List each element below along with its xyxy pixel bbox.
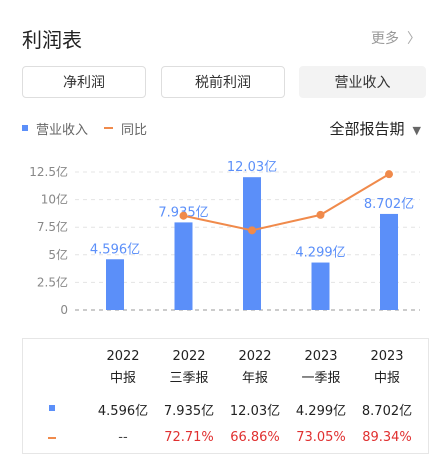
table-cell: 8.702亿 [361, 404, 413, 419]
period-label: 全部报告期 [329, 120, 405, 138]
table-cell: 4.596亿 [97, 404, 149, 419]
table-cell: 12.03亿 [229, 404, 281, 419]
more-label: 更多 [371, 31, 399, 47]
col-header-year: 2022 [106, 349, 140, 364]
chevron-right-icon: 〉 [407, 31, 421, 47]
revenue-chart: 12.5亿10亿7.5亿5亿2.5亿04.596亿7.935亿12.03亿4.2… [29, 160, 420, 317]
bar [174, 222, 193, 310]
y-tick-label: 10亿 [41, 192, 68, 207]
bar [311, 262, 330, 310]
chart-legend: 营业收入 同比 [22, 118, 147, 138]
revenue-row-marker [37, 400, 67, 415]
bar-value-label: 4.596亿 [90, 242, 140, 257]
more-link[interactable]: 更多〉 [371, 28, 421, 48]
col-header-period: 一季报 [301, 371, 341, 386]
bar [380, 213, 398, 310]
col-header-period: 三季报 [169, 371, 209, 386]
revenue-square-icon [49, 405, 55, 411]
page-title: 利润表 [22, 28, 82, 52]
table-cell: 7.935亿 [163, 404, 215, 419]
table-cell: 73.05% [296, 430, 346, 445]
bar-value-label: 8.702亿 [364, 197, 414, 212]
header: 利润表 更多〉 [0, 0, 435, 62]
metric-tabs: 净利润 税前利润 营业收入 [22, 66, 426, 100]
table-row-revenue: 4.596亿 7.935亿 12.03亿 4.299亿 8.702亿 [23, 397, 428, 421]
legend-yoy: 同比 [121, 122, 148, 138]
col-header-year: 2023 [370, 349, 404, 364]
col-header-period: 中报 [373, 371, 400, 386]
revenue-legend-swatch [22, 125, 28, 131]
yoy-legend-swatch [104, 127, 114, 129]
col-header-year: 2022 [172, 349, 206, 364]
col-header-period: 年报 [241, 371, 268, 386]
yoy-line [183, 173, 390, 232]
table-cell: -- [118, 430, 128, 445]
table-cell: 72.71% [164, 430, 214, 445]
y-tick-label: 7.5亿 [37, 219, 68, 234]
yoy-point [316, 210, 325, 219]
legend-revenue: 营业收入 [36, 122, 89, 138]
yoy-point [248, 226, 256, 235]
table-cell: 66.86% [230, 430, 280, 445]
data-table: 2022 中报 2022 三季报 2022 年报 2023 一季报 2023 中… [22, 338, 429, 454]
table-cell: 89.34% [362, 430, 412, 445]
col-header-year: 2023 [304, 349, 338, 364]
y-tick-label: 0 [60, 303, 68, 317]
yoy-point [385, 170, 393, 179]
y-tick-label: 12.5亿 [29, 164, 68, 179]
y-tick-label: 2.5亿 [37, 274, 68, 289]
y-tick-label: 5亿 [48, 247, 68, 262]
bar-value-label: 4.299亿 [295, 246, 345, 261]
tab-revenue[interactable]: 营业收入 [299, 66, 426, 98]
yoy-point [179, 211, 188, 220]
table-row-yoy: -- 72.71% 66.86% 73.05% 89.34% [23, 427, 428, 451]
bar [106, 259, 124, 310]
table-cell: 4.299亿 [295, 404, 347, 419]
table-header-row: 2022 中报 2022 三季报 2022 年报 2023 一季报 2023 中… [23, 339, 428, 389]
bar [243, 177, 261, 310]
yoy-row-marker [37, 430, 67, 445]
caret-down-icon: ▼ [412, 124, 421, 137]
tab-net-profit[interactable]: 净利润 [22, 66, 146, 98]
period-selector[interactable]: 全部报告期 ▼ [330, 118, 421, 139]
col-header-period: 中报 [109, 371, 136, 386]
col-header-year: 2022 [238, 349, 272, 364]
tab-pretax-profit[interactable]: 税前利润 [161, 66, 285, 98]
yoy-dash-icon [48, 436, 56, 439]
bar-value-label: 12.03亿 [227, 160, 277, 175]
